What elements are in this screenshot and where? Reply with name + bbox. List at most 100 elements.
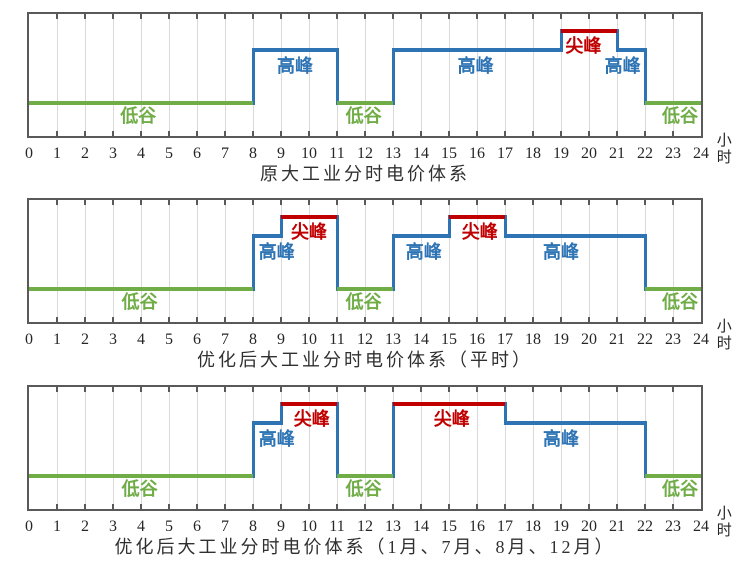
- x-tick-label: 19: [553, 518, 569, 535]
- top-tick: [280, 14, 282, 19]
- x-tick-label: 3: [109, 145, 117, 162]
- hour-gridline: [505, 200, 506, 322]
- hour-gridline: [673, 387, 674, 509]
- bottom-tick: [476, 504, 478, 509]
- top-tick: [560, 387, 562, 392]
- x-tick-label: 21: [609, 518, 625, 535]
- x-tick-label: 19: [553, 145, 569, 162]
- top-tick: [252, 387, 254, 392]
- bottom-tick: [224, 317, 226, 322]
- step-connector: [336, 402, 339, 478]
- period-label-valley: 低谷: [662, 479, 698, 499]
- period-label-critical: 尖峰: [291, 222, 327, 242]
- x-tick-label: 3: [109, 518, 117, 535]
- period-label-valley: 低谷: [345, 479, 382, 499]
- step-connector: [448, 215, 451, 238]
- x-tick-label: 13: [385, 331, 401, 348]
- bottom-tick: [560, 504, 562, 509]
- bottom-tick: [588, 504, 590, 509]
- top-tick: [336, 387, 338, 392]
- step-connector: [280, 402, 283, 425]
- x-tick-label: 22: [637, 518, 653, 535]
- bottom-tick: [308, 131, 310, 136]
- chart-title-optimized-normal: 优化后大工业分时电价体系（平时）: [197, 350, 533, 370]
- hour-gridline: [561, 14, 562, 136]
- bottom-tick: [644, 131, 646, 136]
- x-tick-label: 9: [277, 145, 285, 162]
- bottom-tick: [616, 317, 618, 322]
- top-tick: [672, 200, 674, 205]
- top-tick: [588, 200, 590, 205]
- x-tick-label: 24: [693, 145, 709, 162]
- hour-gridline: [449, 200, 450, 322]
- x-tick-label: 8: [249, 331, 257, 348]
- segment-critical: [449, 215, 505, 219]
- hour-gridline: [225, 14, 226, 136]
- x-tick-label: 14: [413, 518, 429, 535]
- segment-critical: [561, 29, 617, 33]
- bottom-tick: [588, 131, 590, 136]
- period-label-valley: 低谷: [662, 106, 698, 126]
- top-tick: [224, 200, 226, 205]
- x-tick-label: 9: [277, 518, 285, 535]
- hour-gridline: [561, 200, 562, 322]
- x-tick-label: 0: [25, 518, 33, 535]
- hour-gridline: [617, 200, 618, 322]
- top-tick: [532, 387, 534, 392]
- top-tick: [168, 387, 170, 392]
- hour-gridline: [197, 200, 198, 322]
- top-tick: [364, 387, 366, 392]
- top-tick: [280, 200, 282, 205]
- top-tick: [84, 200, 86, 205]
- bottom-tick: [308, 317, 310, 322]
- chart-title-optimized-peak-months: 优化后大工业分时电价体系（1月、7月、8月、12月）: [114, 537, 616, 557]
- top-tick: [448, 14, 450, 19]
- bottom-tick: [420, 504, 422, 509]
- period-label-peak: 高峰: [543, 242, 579, 262]
- bottom-tick: [448, 504, 450, 509]
- bottom-tick: [280, 317, 282, 322]
- bottom-tick: [252, 131, 254, 136]
- x-tick-label: 1: [53, 518, 61, 535]
- hour-gridline: [673, 200, 674, 322]
- top-tick: [224, 14, 226, 19]
- hour-gridline: [589, 200, 590, 322]
- top-tick: [56, 14, 58, 19]
- x-tick-label: 23: [665, 145, 681, 162]
- hour-gridline: [141, 200, 142, 322]
- bottom-tick: [364, 504, 366, 509]
- step-connector: [560, 29, 563, 52]
- top-tick: [448, 200, 450, 205]
- chart-title-original: 原大工业分时电价体系: [260, 164, 470, 184]
- top-tick: [420, 14, 422, 19]
- bottom-tick: [336, 317, 338, 322]
- period-label-valley: 低谷: [662, 292, 698, 312]
- bottom-tick: [84, 504, 86, 509]
- step-connector: [252, 48, 255, 105]
- plot-area-optimized-normal: 低谷 高峰 尖峰 低谷 高峰 尖峰 高峰 低谷: [27, 198, 703, 324]
- x-tick-label: 7: [221, 518, 229, 535]
- bottom-tick: [112, 131, 114, 136]
- hour-gridline: [85, 14, 86, 136]
- x-tick-label: 18: [525, 518, 541, 535]
- top-tick: [308, 200, 310, 205]
- bottom-tick: [252, 504, 254, 509]
- period-label-valley: 低谷: [121, 292, 158, 312]
- period-label-critical: 尖峰: [293, 409, 330, 429]
- period-label-peak: 高峰: [258, 242, 295, 262]
- top-tick: [392, 14, 394, 19]
- bottom-tick: [168, 317, 170, 322]
- segment-peak: [505, 234, 645, 238]
- bottom-tick: [56, 131, 58, 136]
- bottom-tick: [392, 504, 394, 509]
- x-tick-label: 21: [609, 331, 625, 348]
- bottom-tick: [504, 504, 506, 509]
- step-connector: [504, 402, 507, 425]
- hour-gridline: [421, 387, 422, 509]
- top-tick: [308, 387, 310, 392]
- hour-gridline: [477, 200, 478, 322]
- step-connector: [336, 215, 339, 291]
- segment-valley: [337, 101, 393, 105]
- period-label-peak: 高峰: [457, 56, 494, 76]
- period-label-valley: 低谷: [345, 292, 382, 312]
